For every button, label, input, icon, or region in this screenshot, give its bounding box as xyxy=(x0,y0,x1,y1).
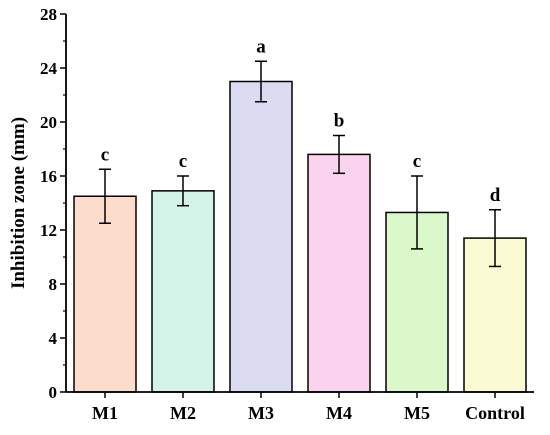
x-tick-label: M4 xyxy=(326,403,352,423)
y-tick-label: 20 xyxy=(40,113,57,132)
y-tick-label: 8 xyxy=(49,275,58,294)
x-tick-label: M3 xyxy=(248,403,274,423)
bar-m3 xyxy=(229,80,293,393)
y-axis-title: Inhibition zone (mm) xyxy=(8,117,29,289)
bar-m1 xyxy=(73,195,137,393)
x-tick-label: Control xyxy=(465,403,525,423)
bar-m2 xyxy=(151,190,215,393)
y-tick-label: 12 xyxy=(40,221,57,240)
x-tick-label: M2 xyxy=(170,403,196,423)
bar-m4 xyxy=(307,153,371,393)
significance-label: c xyxy=(101,144,109,165)
significance-label: a xyxy=(256,36,266,57)
plot-area: c M1 c M2 a M3 b M4 c M5 d Control 0 4 8 12 16 20 24 28 xyxy=(40,5,534,423)
y-tick-label: 4 xyxy=(49,329,58,348)
x-tick-label: M1 xyxy=(92,403,118,423)
y-tick-label: 16 xyxy=(40,167,57,186)
significance-label: b xyxy=(334,111,345,132)
y-tick-label: 0 xyxy=(49,383,58,402)
y-tick-label: 24 xyxy=(40,59,58,78)
significance-label: c xyxy=(179,151,187,172)
y-tick-label: 28 xyxy=(40,5,57,24)
x-tick-label: M5 xyxy=(404,403,430,423)
significance-label: d xyxy=(490,185,501,206)
significance-label: c xyxy=(413,151,421,172)
